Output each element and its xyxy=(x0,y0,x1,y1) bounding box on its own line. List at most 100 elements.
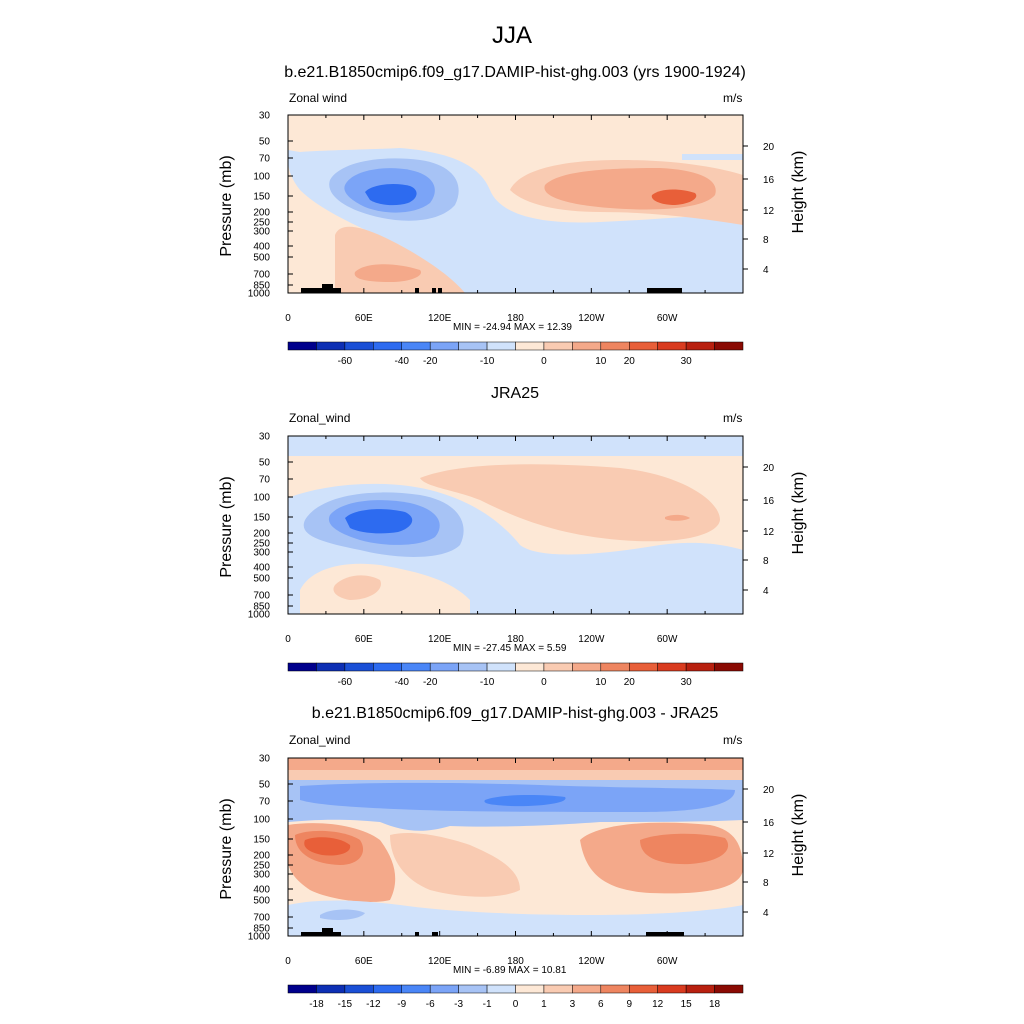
contour-positive-west-inner xyxy=(304,837,351,856)
colorbar-swatch xyxy=(287,341,317,351)
y-tick-label: 500 xyxy=(253,896,270,907)
y-right-tick-label: 12 xyxy=(763,527,775,538)
colorbar-label: -60 xyxy=(338,677,353,688)
contour-westerly-spot xyxy=(665,514,690,521)
colorbar-swatch xyxy=(685,341,715,351)
colorbar-label: 10 xyxy=(595,356,607,367)
x-tick-label: 60W xyxy=(657,956,678,967)
y-tick-label: 100 xyxy=(253,172,270,183)
y-tick-label: 200 xyxy=(253,851,270,862)
x-tick-label: 120W xyxy=(578,313,605,324)
contour-negative-core xyxy=(484,795,566,807)
x-tick-label: 120W xyxy=(578,634,605,645)
colorbar-swatch xyxy=(543,662,573,672)
colorbar-swatch xyxy=(486,341,516,351)
colorbar-swatch xyxy=(344,984,374,994)
colorbar-swatch xyxy=(287,984,317,994)
colorbar-swatch xyxy=(515,662,545,672)
y-tick-label: 30 xyxy=(259,111,271,122)
colorbar-swatch xyxy=(657,341,687,351)
x-tick-label: 0 xyxy=(285,313,291,324)
colorbar-swatch xyxy=(543,341,573,351)
colorbar-swatch xyxy=(657,984,687,994)
panel-3-axes: 3050701001502002503004005007008501000481… xyxy=(218,754,807,968)
colorbar-swatch xyxy=(344,662,374,672)
colorbar-label: -6 xyxy=(426,999,435,1010)
y-right-axis-title: Height (km) xyxy=(790,794,807,877)
y-tick-label: 30 xyxy=(259,432,271,443)
panel-3 xyxy=(288,758,743,936)
y-tick-label: 200 xyxy=(253,529,270,540)
y-tick-label: 150 xyxy=(253,192,270,203)
y-right-tick-label: 4 xyxy=(763,586,769,597)
colorbar-label: -60 xyxy=(338,356,353,367)
y-tick-label: 300 xyxy=(253,548,270,559)
contour-easterly-core xyxy=(365,184,417,206)
y-tick-label: 500 xyxy=(253,574,270,585)
colorbar-label: 6 xyxy=(598,999,604,1010)
y-tick-label: 400 xyxy=(253,885,270,896)
colorbar-label: 18 xyxy=(709,999,721,1010)
y-tick-label: 250 xyxy=(253,861,270,872)
panel-3-units-label: m/s xyxy=(723,733,743,747)
colorbar-swatch xyxy=(373,341,402,351)
y-right-axis-title: Height (km) xyxy=(790,472,807,555)
colorbar-swatch xyxy=(657,662,687,672)
contour-positive-mid xyxy=(390,833,520,897)
colorbar-label: 0 xyxy=(541,677,547,688)
colorbar-swatch xyxy=(572,341,602,351)
y-axis-title: Pressure (mb) xyxy=(218,155,235,256)
y-tick-label: 300 xyxy=(253,870,270,881)
colorbar-label: 1 xyxy=(541,999,547,1010)
y-right-tick-label: 8 xyxy=(763,878,769,889)
colorbar-label: 12 xyxy=(652,999,664,1010)
colorbar-label: -12 xyxy=(366,999,381,1010)
x-tick-label: 180 xyxy=(507,634,524,645)
y-right-tick-label: 16 xyxy=(763,175,775,186)
x-tick-label: 180 xyxy=(507,956,524,967)
colorbar-swatch xyxy=(458,341,488,351)
colorbar-label: 9 xyxy=(626,999,632,1010)
contour-top-positive-2 xyxy=(288,770,743,780)
y-right-tick-label: 4 xyxy=(763,265,769,276)
colorbar-label: 30 xyxy=(681,677,693,688)
y-right-tick-label: 16 xyxy=(763,496,775,507)
y-tick-label: 850 xyxy=(253,924,270,935)
y-right-tick-label: 12 xyxy=(763,849,775,860)
contour-lower-negative xyxy=(288,900,743,936)
colorbar-label: -15 xyxy=(338,999,353,1010)
colorbar-swatch xyxy=(600,341,630,351)
colorbar-label: -40 xyxy=(395,356,410,367)
colorbar-swatch xyxy=(429,341,459,351)
y-tick-label: 300 xyxy=(253,227,270,238)
y-right-tick-label: 8 xyxy=(763,235,769,246)
contour-lower-neg-2 xyxy=(320,909,365,921)
y-tick-label: 70 xyxy=(259,475,271,486)
x-tick-label: 120E xyxy=(428,313,452,324)
colorbar-swatch xyxy=(373,984,402,994)
y-right-tick-label: 20 xyxy=(763,142,775,153)
topography xyxy=(301,284,682,293)
y-tick-label: 250 xyxy=(253,218,270,229)
contour-easterly-core xyxy=(345,509,413,534)
panel-1-units-label: m/s xyxy=(723,91,743,105)
colorbar-swatch xyxy=(316,341,346,351)
contour-lower-positive xyxy=(354,264,421,282)
colorbar-label: -18 xyxy=(309,999,324,1010)
y-tick-label: 100 xyxy=(253,815,270,826)
panel-2 xyxy=(288,436,743,614)
y-tick-label: 1000 xyxy=(248,289,271,300)
y-axis-title: Pressure (mb) xyxy=(218,798,235,899)
y-tick-label: 700 xyxy=(253,270,270,281)
colorbar-swatch xyxy=(458,662,488,672)
colorbar-swatch xyxy=(714,662,744,672)
colorbar-swatch xyxy=(429,662,459,672)
panel-2-units-label: m/s xyxy=(723,411,743,425)
colorbar-swatch xyxy=(401,341,431,351)
panel-2-variable-label: Zonal_wind xyxy=(289,411,351,425)
y-tick-label: 700 xyxy=(253,591,270,602)
colorbar-label: -1 xyxy=(483,999,492,1010)
x-tick-label: 0 xyxy=(285,634,291,645)
colorbar-swatch xyxy=(600,662,630,672)
colorbar-swatch xyxy=(714,984,744,994)
